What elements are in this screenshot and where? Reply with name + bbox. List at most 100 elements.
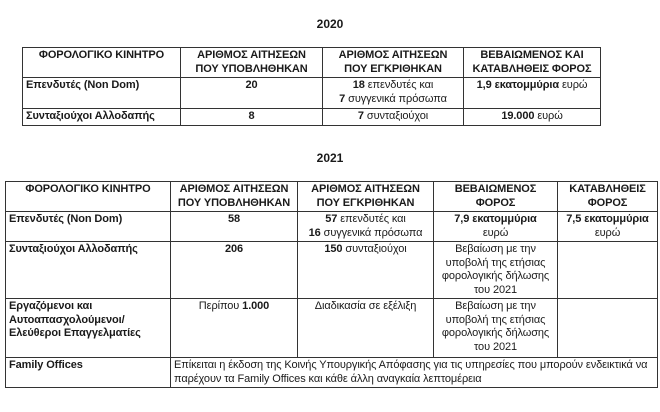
- cell-line: Εργαζόμενοι και: [9, 300, 93, 312]
- table-cell: 20: [180, 77, 323, 109]
- table-2020-title: 2020: [316, 17, 344, 31]
- header-row: ΦΟΡΟΛΟΓΙΚΟ ΚΙΝΗΤΡΟ ΑΡΙΘΜΟΣ ΑΙΤΗΣΕΩΝ ΠΟΥ ΥΠ…: [22, 47, 601, 78]
- cell-line: υποβολή της ετήσιας: [445, 313, 546, 326]
- cell-line: Family Offices: [9, 359, 83, 371]
- table-cell: [557, 241, 658, 299]
- table-cell: 150 συνταξιούχοι: [297, 241, 434, 299]
- header-cell: ΒΕΒΑΙΩΜΕΝΟΣ ΚΑΙ ΚΑΤΑΒΛΗΘΕΙΣ ΦΟΡΟΣ: [463, 47, 601, 78]
- cell-line: Διαδικασία σε εξέλιξη: [314, 300, 417, 312]
- table-row: Συνταξιούχοι Αλλοδαπής 206 150 συνταξιούχο…: [5, 241, 658, 299]
- cell-line: 20: [245, 79, 258, 91]
- cell-line: ΑΡΙΘΜΟΣ ΑΙΤΗΣΕΩΝ: [197, 49, 306, 61]
- header-cell: ΦΟΡΟΛΟΓΙΚΟ ΚΙΝΗΤΡΟ: [22, 47, 181, 78]
- cell-line: ευρώ: [482, 226, 509, 239]
- cell-line: Συνταξιούχοι Αλλοδαπής: [9, 243, 138, 255]
- cell-line: Βεβαίωση με την: [455, 243, 536, 255]
- table-cell: 7 συνταξιούχοι: [322, 108, 464, 126]
- table-cell: Συνταξιούχοι Αλλοδαπής: [5, 241, 171, 299]
- table-cell: Βεβαίωση με την υποβολή της ετήσιας φορολο…: [433, 298, 558, 358]
- cell-line: του 2021: [473, 340, 518, 353]
- table-cell: 19.000 ευρώ: [463, 108, 601, 126]
- cell-line: Αυτοαπασχολούμενοι/: [9, 313, 125, 326]
- cell-line: ΦΟΡΟΣ: [475, 196, 516, 209]
- table-cell: 57 επενδυτές και 16 συγγενικά πρόσωπα: [297, 211, 434, 242]
- cell-line: Ελεύθεροι Επαγγελματίες: [9, 327, 141, 339]
- header-cell: ΑΡΙΘΜΟΣ ΑΙΤΗΣΕΩΝ ΠΟΥ ΥΠΟΒΛΗΘΗΚΑΝ: [180, 47, 323, 78]
- cell-line: ευρώ: [594, 226, 621, 239]
- cell-line: ΚΑΤΑΒΛΗΘΕΙΣ: [569, 183, 646, 195]
- header-row: ΦΟΡΟΛΟΓΙΚΟ ΚΙΝΗΤΡΟ ΑΡΙΘΜΟΣ ΑΙΤΗΣΕΩΝ ΠΟΥ ΥΠ…: [5, 181, 658, 212]
- cell-line: 58: [227, 213, 241, 225]
- table-row: Επενδυτές (Non Dom) 58 57 επενδυτές και 16 …: [5, 211, 658, 242]
- cell-line: Περίπου 1.000: [198, 300, 270, 312]
- cell-line: φορολογικής δήλωσης: [441, 327, 550, 339]
- cell-line: 206: [224, 243, 244, 255]
- header-cell: ΒΕΒΑΙΩΜΕΝΟΣ ΦΟΡΟΣ: [433, 181, 558, 212]
- header-cell: ΚΑΤΑΒΛΗΘΕΙΣ ΦΟΡΟΣ: [557, 181, 658, 212]
- table-cell: 7,5 εκατομμύρια ευρώ: [557, 211, 658, 242]
- table-cell: [557, 298, 658, 358]
- cell-line: 150 συνταξιούχοι: [324, 243, 407, 255]
- cell-line: ΠΟΥ ΥΠΟΒΛΗΘΗΚΑΝ: [177, 196, 291, 209]
- header-cell: ΑΡΙΘΜΟΣ ΑΙΤΗΣΕΩΝ ΠΟΥ ΥΠΟΒΛΗΘΗΚΑΝ: [170, 181, 298, 212]
- table-row: Εργαζόμενοι και Αυτοαπασχολούμενοι/Ελεύθε…: [5, 298, 658, 358]
- table-cell: Επενδυτές (Non Dom): [5, 211, 171, 242]
- cell-line: ΚΑΤΑΒΛΗΘΕΙΣ ΦΟΡΟΣ: [472, 62, 592, 75]
- cell-line: ΠΟΥ ΕΓΚΡΙΘΗΚΑΝ: [316, 196, 415, 209]
- table-cell: 206: [170, 241, 298, 299]
- cell-line: 57 επενδυτές και: [325, 213, 406, 225]
- header-cell: ΑΡΙΘΜΟΣ ΑΙΤΗΣΕΩΝ ΠΟΥ ΕΓΚΡΙΘΗΚΑΝ: [297, 181, 434, 212]
- cell-line: Συνταξιούχοι Αλλοδαπής: [26, 110, 155, 122]
- cell-line: 19.000 ευρώ: [501, 110, 563, 122]
- cell-line: Επενδυτές (Non Dom): [9, 213, 123, 225]
- table-2021: ΦΟΡΟΛΟΓΙΚΟ ΚΙΝΗΤΡΟ ΑΡΙΘΜΟΣ ΑΙΤΗΣΕΩΝ ΠΟΥ ΥΠ…: [5, 181, 658, 388]
- cell-line: ΑΡΙΘΜΟΣ ΑΙΤΗΣΕΩΝ: [338, 49, 448, 61]
- table-row: Επενδυτές (Non Dom) 20 18 επενδυτές και 7 σ…: [22, 77, 601, 109]
- cell-line: 7 συγγενικά πρόσωπα: [339, 92, 447, 105]
- table-cell: 58: [170, 211, 298, 242]
- table-cell: Επίκειται η έκδοση της Κοινής Υπουργικής…: [170, 357, 658, 388]
- cell-line: 7 συνταξιούχοι: [357, 110, 429, 122]
- table-2021-title: 2021: [316, 151, 344, 165]
- table-2020: ΦΟΡΟΛΟΓΙΚΟ ΚΙΝΗΤΡΟ ΑΡΙΘΜΟΣ ΑΙΤΗΣΕΩΝ ΠΟΥ ΥΠ…: [22, 47, 601, 126]
- table-cell: Family Offices: [5, 357, 171, 388]
- table-2021-body: Επενδυτές (Non Dom) 58 57 επενδυτές και 16 …: [5, 211, 658, 388]
- cell-line: ΦΟΡΟΛΟΓΙΚΟ ΚΙΝΗΤΡΟ: [38, 49, 165, 61]
- cell-line: υποβολή της ετήσιας: [445, 256, 546, 269]
- table-cell: Περίπου 1.000: [170, 298, 298, 358]
- cell-line: 1,9 εκατομμύρια ευρώ: [476, 79, 588, 91]
- table-cell: 8: [180, 108, 323, 126]
- table-2020-body: Επενδυτές (Non Dom) 20 18 επενδυτές και 7 σ…: [22, 77, 601, 126]
- table-cell: Συνταξιούχοι Αλλοδαπής: [22, 108, 181, 126]
- cell-line: ΠΟΥ ΕΓΚΡΙΘΗΚΑΝ: [344, 62, 442, 75]
- cell-line: 18 επενδυτές και: [352, 79, 434, 91]
- cell-line: 16 συγγενικά πρόσωπα: [308, 226, 423, 239]
- cell-line: 7,9 εκατομμύρια: [454, 213, 537, 225]
- cell-line: ΦΟΡΟΛΟΓΙΚΟ ΚΙΝΗΤΡΟ: [25, 183, 151, 195]
- cell-line: 8: [248, 110, 255, 122]
- table-cell: 18 επενδυτές και 7 συγγενικά πρόσωπα: [322, 77, 464, 109]
- cell-line: Επενδυτές (Non Dom): [26, 79, 140, 91]
- cell-line: Βεβαίωση με την: [455, 300, 536, 312]
- table-cell: Επενδυτές (Non Dom): [22, 77, 181, 109]
- cell-line: Επίκειται η έκδοση της Κοινής Υπουργικής…: [174, 359, 648, 385]
- cell-line: 7,5 εκατομμύρια: [566, 213, 649, 225]
- cell-line: ΒΕΒΑΙΩΜΕΝΟΣ: [454, 183, 537, 195]
- cell-line: ΠΟΥ ΥΠΟΒΛΗΘΗΚΑΝ: [195, 62, 308, 75]
- table-row: Συνταξιούχοι Αλλοδαπής 8 7 συνταξιούχοι 19.…: [22, 108, 601, 126]
- header-cell: ΑΡΙΘΜΟΣ ΑΙΤΗΣΕΩΝ ΠΟΥ ΕΓΚΡΙΘΗΚΑΝ: [322, 47, 464, 78]
- table-cell: 7,9 εκατομμύρια ευρώ: [433, 211, 558, 242]
- table-2021-header: ΦΟΡΟΛΟΓΙΚΟ ΚΙΝΗΤΡΟ ΑΡΙΘΜΟΣ ΑΙΤΗΣΕΩΝ ΠΟΥ ΥΠ…: [5, 181, 658, 212]
- table-row: Family Offices Επίκειται η έκδοση της Κοι…: [5, 357, 658, 388]
- cell-line: ΑΡΙΘΜΟΣ ΑΙΤΗΣΕΩΝ: [311, 183, 420, 195]
- table-cell: 1,9 εκατομμύρια ευρώ: [463, 77, 601, 109]
- cell-line: ΦΟΡΟΣ: [587, 196, 628, 209]
- cell-line: ΑΡΙΘΜΟΣ ΑΙΤΗΣΕΩΝ: [179, 183, 289, 195]
- cell-line: φορολογικής δήλωσης: [441, 270, 550, 282]
- table-cell: Εργαζόμενοι και Αυτοαπασχολούμενοι/Ελεύθε…: [5, 298, 171, 358]
- cell-line: του 2021: [473, 283, 518, 296]
- table-2020-header: ΦΟΡΟΛΟΓΙΚΟ ΚΙΝΗΤΡΟ ΑΡΙΘΜΟΣ ΑΙΤΗΣΕΩΝ ΠΟΥ ΥΠ…: [22, 47, 601, 78]
- cell-line: ΒΕΒΑΙΩΜΕΝΟΣ ΚΑΙ: [480, 49, 584, 61]
- table-cell: Βεβαίωση με την υποβολή της ετήσιας φορολο…: [433, 241, 558, 299]
